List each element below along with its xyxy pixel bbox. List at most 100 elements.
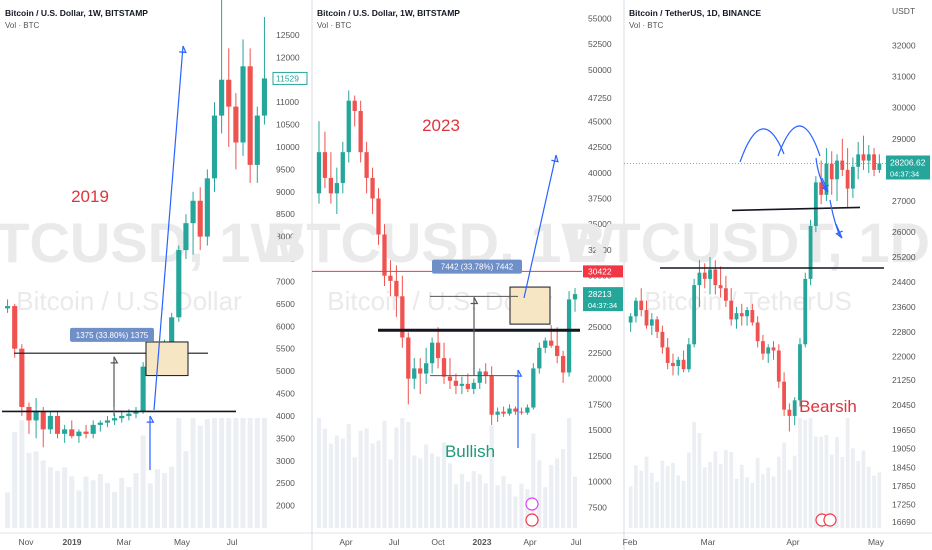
p2-last-price: 28206.62 bbox=[890, 157, 926, 167]
p2-volume-bars bbox=[628, 418, 882, 528]
p0-candle-body bbox=[204, 178, 210, 237]
p0-y-tick-label: 11000 bbox=[276, 97, 299, 107]
p2-volume-bar bbox=[628, 486, 633, 528]
p0-y-tick-label: 4500 bbox=[276, 389, 295, 399]
p1-candle-body bbox=[531, 368, 536, 408]
p2-volume-bar bbox=[808, 418, 813, 528]
p2-volume-bar bbox=[829, 454, 834, 528]
p1-volume-bar bbox=[507, 483, 512, 528]
p0-volume-bar bbox=[247, 418, 253, 528]
p2-x-tick-label: Mar bbox=[701, 537, 716, 547]
p0-candle-body bbox=[90, 424, 96, 434]
p1-candle-body bbox=[543, 340, 548, 348]
p2-head-arc-right bbox=[777, 125, 821, 157]
p0-volume-bar bbox=[211, 418, 217, 528]
p2-volume-bar bbox=[718, 464, 723, 528]
p0-candle-body bbox=[76, 431, 82, 437]
p1-candle-body bbox=[519, 411, 524, 413]
p2-volume-bar bbox=[681, 480, 686, 528]
p2-volume-bar bbox=[750, 482, 755, 528]
p2-candle-body bbox=[782, 381, 787, 410]
p0-volume-bar bbox=[90, 480, 96, 528]
p2-y-tick-label: 20450 bbox=[892, 400, 916, 410]
p1-volume-bar bbox=[459, 473, 464, 528]
p0-volume-bar bbox=[133, 473, 139, 528]
p2-volume-bar bbox=[739, 464, 744, 528]
p2-volume-bar bbox=[877, 472, 882, 528]
p0-volume-bar bbox=[97, 474, 103, 528]
p1-candle-body bbox=[364, 152, 369, 178]
p0-y-tick-label: 9500 bbox=[276, 164, 295, 174]
p2-candle-body bbox=[660, 331, 665, 348]
p0-volume-bar bbox=[147, 483, 153, 528]
p1-volume-bar bbox=[370, 443, 375, 528]
p2-y-tick-label: 19650 bbox=[892, 425, 916, 435]
p1-measure-arrow-head bbox=[470, 297, 479, 305]
p0-candle-body bbox=[26, 406, 32, 421]
p1-candle-body bbox=[471, 382, 476, 389]
p1-y-tick-label: 25000 bbox=[588, 322, 612, 332]
p2-volume-bar bbox=[851, 448, 855, 528]
p2-y-tick-label: 21250 bbox=[892, 375, 916, 385]
p2-volume-bar bbox=[729, 451, 734, 528]
p1-volume-bar bbox=[441, 442, 447, 528]
p2-neckline-upper bbox=[731, 206, 861, 212]
p1-arrow-up-target bbox=[523, 154, 557, 299]
p0-volume-bar bbox=[5, 492, 11, 528]
p1-x-tick-label: Apr bbox=[339, 537, 352, 547]
p1-y-tick-label: 50000 bbox=[588, 65, 612, 75]
p2-currency-label: USDT bbox=[892, 6, 915, 16]
p0-y-tick-label: 6000 bbox=[276, 321, 295, 331]
p2-bearish-label: Bearsih bbox=[799, 397, 857, 416]
p1-y-tick-label: 32500 bbox=[588, 245, 612, 255]
p2-candle-body bbox=[755, 322, 760, 342]
p2-candle-body bbox=[840, 160, 845, 170]
p1-last-price-bg bbox=[583, 287, 623, 312]
p0-volume-bar bbox=[19, 420, 25, 528]
p1-y-tick-label: 17500 bbox=[588, 399, 612, 409]
p0-volume-bar bbox=[140, 435, 146, 528]
p1-volume-bar bbox=[471, 471, 476, 528]
p2-drop-arrow-2-tip-head bbox=[835, 230, 843, 239]
p1-candle-body bbox=[513, 408, 518, 412]
p0-volume-bars bbox=[5, 418, 267, 528]
p1-y-tick-label: 12500 bbox=[588, 451, 612, 461]
p2-volume-bar bbox=[819, 436, 823, 528]
p1-candle-body bbox=[412, 368, 417, 379]
p0-candle-body bbox=[140, 366, 146, 412]
p1-x-tick-label: 2023 bbox=[473, 537, 492, 547]
p0-volume-bar bbox=[40, 460, 46, 528]
p2-volume-bar bbox=[745, 477, 749, 528]
p0-x-tick-label: Mar bbox=[117, 537, 132, 547]
p2-volume-bar bbox=[835, 437, 839, 528]
p2-y-tick-label: 31000 bbox=[892, 72, 916, 82]
p0-y-tick-label: 12500 bbox=[276, 30, 300, 40]
p2-y-tick-label: 19050 bbox=[892, 444, 916, 454]
p1-symbol-line: Bitcoin / U.S. Dollar, 1W, BITSTAMP bbox=[317, 8, 460, 18]
p2-candle-body bbox=[729, 300, 734, 320]
p1-volume-bar bbox=[424, 444, 429, 528]
p0-y-tick-label: 7500 bbox=[276, 254, 295, 264]
p1-candle-body bbox=[453, 380, 459, 386]
p0-candle-body bbox=[69, 429, 75, 437]
p2-candle-body bbox=[829, 163, 834, 180]
p0-y-tick-label: 5000 bbox=[276, 366, 295, 376]
p1-volume-bar bbox=[453, 484, 459, 528]
p0-volume-bar bbox=[62, 467, 68, 528]
p2-candle-body bbox=[739, 313, 744, 317]
p1-x-tick-label: Apr bbox=[523, 537, 536, 547]
p1-arrow-up-target-head bbox=[551, 154, 559, 163]
p0-x-tick-label: 2019 bbox=[63, 537, 82, 547]
p2-volume-bar bbox=[655, 481, 659, 528]
p1-candles bbox=[316, 90, 578, 426]
p0-candle-body bbox=[226, 79, 232, 107]
p1-candle-body bbox=[555, 345, 560, 357]
p2-drop-arrow-2 bbox=[829, 199, 841, 237]
p0-volume-bar bbox=[233, 418, 239, 528]
p1-candle-body bbox=[566, 299, 572, 373]
p2-volume-bar bbox=[671, 462, 675, 528]
p1-candle-body bbox=[388, 275, 393, 281]
p2-candle-body bbox=[808, 225, 813, 279]
p0-volume-bar bbox=[183, 451, 189, 528]
p0-candle-body bbox=[33, 411, 39, 421]
